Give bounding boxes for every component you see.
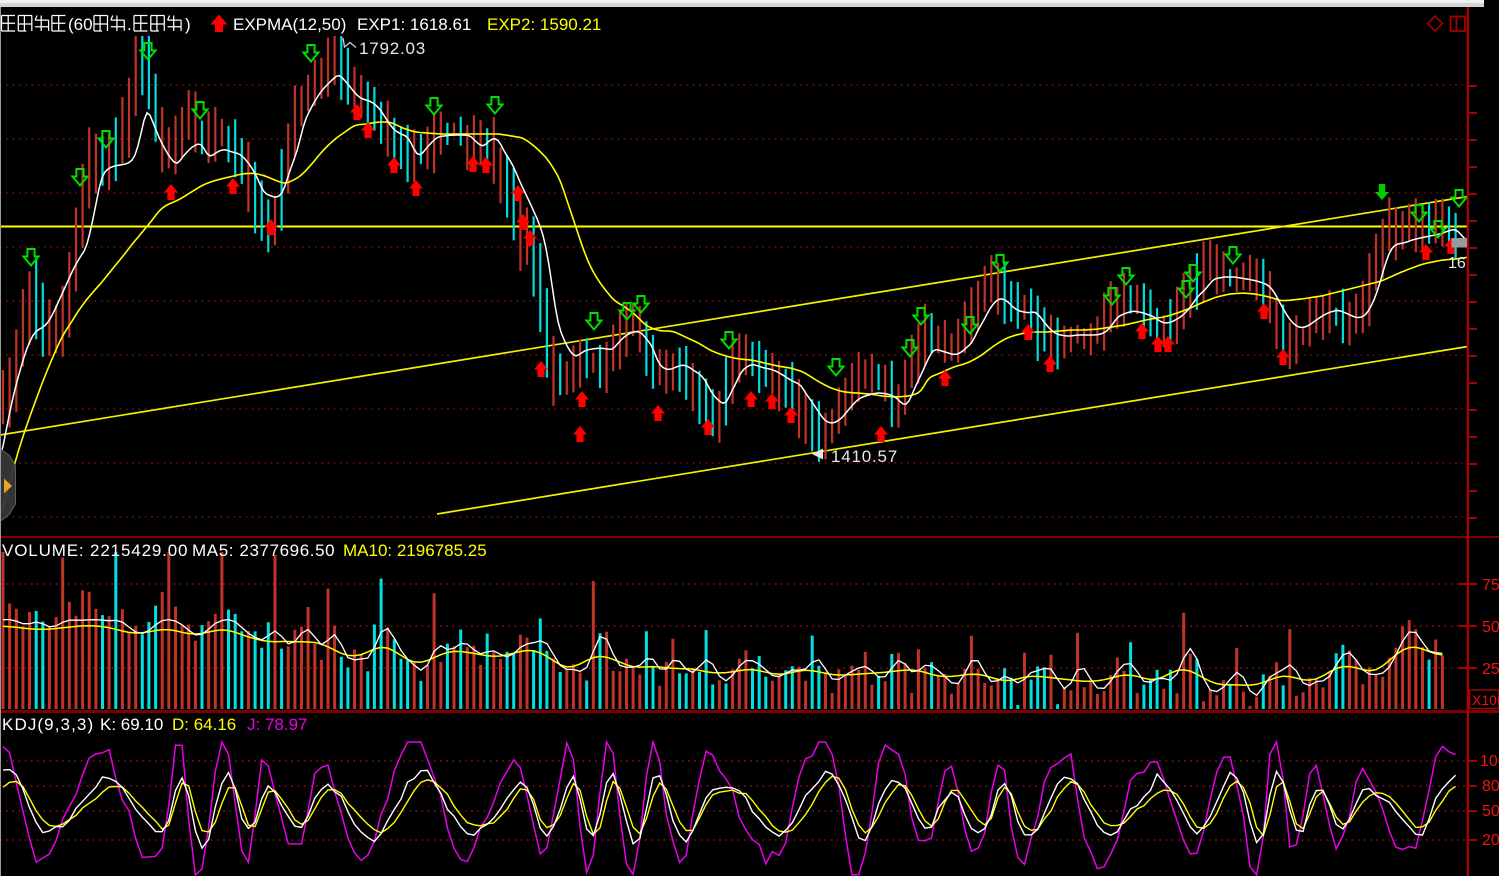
svg-text:X100: X100: [1472, 692, 1499, 708]
svg-text:MA5: 2377696.50: MA5: 2377696.50: [192, 541, 335, 560]
svg-text:EXP2: 1590.21: EXP2: 1590.21: [487, 15, 601, 34]
svg-text:KDJ(9,3,3): KDJ(9,3,3): [2, 715, 94, 734]
svg-text:1792.03: 1792.03: [359, 39, 426, 58]
svg-text:K: 69.10: K: 69.10: [100, 715, 163, 734]
svg-text:EXP1: 1618.61: EXP1: 1618.61: [357, 15, 471, 34]
svg-text:16: 16: [1448, 255, 1466, 272]
svg-text:MA10: 2196785.25: MA10: 2196785.25: [343, 541, 487, 560]
svg-text:J: 78.97: J: 78.97: [247, 715, 308, 734]
svg-text:50: 50: [1482, 803, 1499, 820]
svg-text:5000: 5000: [1482, 619, 1499, 636]
svg-text:VOLUME: 2215429.00: VOLUME: 2215429.00: [2, 541, 188, 560]
svg-text:7500: 7500: [1482, 577, 1499, 594]
svg-text:20: 20: [1482, 832, 1499, 849]
svg-text:1410.57: 1410.57: [831, 447, 898, 466]
svg-text:80: 80: [1482, 778, 1499, 795]
svg-text:D: 64.16: D: 64.16: [172, 715, 236, 734]
svg-text:.: .: [127, 15, 132, 34]
svg-text:): ): [185, 15, 191, 34]
svg-text:100: 100: [1480, 753, 1499, 770]
svg-text:(60: (60: [68, 15, 93, 34]
svg-text:EXPMA(12,50): EXPMA(12,50): [233, 15, 346, 34]
svg-text:2500: 2500: [1482, 661, 1499, 678]
